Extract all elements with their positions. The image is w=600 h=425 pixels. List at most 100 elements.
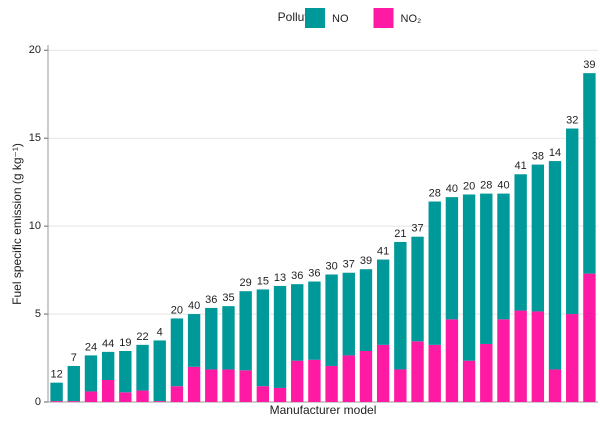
bar-label: 41 — [377, 245, 389, 257]
bar-segment — [342, 272, 355, 356]
bar-segment — [548, 369, 562, 402]
bar-segment — [359, 351, 373, 402]
bar-label: 39 — [583, 59, 595, 71]
bar-segment — [566, 128, 579, 315]
bar-label: 24 — [85, 341, 97, 353]
bar-label: 36 — [291, 270, 303, 282]
bar-segment — [497, 319, 510, 402]
bar-segment — [583, 273, 596, 402]
bar-label: 22 — [136, 331, 148, 343]
bar-segment — [342, 355, 355, 402]
bar-segment — [170, 386, 184, 402]
bar-segment — [239, 291, 252, 371]
y-tick-label: 10 — [29, 220, 41, 232]
bar-segment — [411, 341, 424, 402]
bar-label: 32 — [566, 114, 578, 126]
bar-segment — [583, 73, 596, 274]
y-axis-label: Fuel specific emission (g kg⁻¹) — [10, 143, 24, 305]
bar-segment — [531, 311, 545, 402]
bar-segment — [273, 387, 287, 402]
bar-segment — [566, 314, 579, 402]
bar-label: 15 — [257, 275, 269, 287]
bar-label: 13 — [274, 272, 286, 284]
y-tick-label: 0 — [35, 396, 41, 408]
bar-label: 38 — [532, 150, 544, 162]
bar-label: 40 — [497, 180, 509, 192]
bar-label: 29 — [240, 277, 252, 289]
bar-label: 20 — [171, 304, 183, 316]
bar-segment — [119, 351, 132, 393]
bar-segment — [531, 164, 545, 312]
bar-segment — [205, 307, 218, 370]
bar-label: 44 — [102, 338, 114, 350]
bar-segment — [101, 380, 115, 402]
bar-label: 28 — [429, 187, 441, 199]
bar-segment — [153, 340, 166, 402]
bar-segment — [119, 392, 132, 402]
bar-label: 21 — [394, 228, 406, 240]
bar-label: 39 — [360, 255, 372, 267]
y-tick-label: 20 — [29, 44, 41, 56]
legend-swatch — [373, 8, 394, 28]
bar-label: 40 — [446, 183, 458, 195]
bar-segment — [291, 284, 304, 361]
bar-segment — [514, 174, 527, 311]
x-axis-label: Manufacturer model — [270, 403, 377, 417]
bar-segment — [480, 193, 493, 344]
bar-segment — [170, 318, 184, 387]
bar-segment — [428, 344, 441, 402]
bar-segment — [84, 391, 98, 402]
bar-segment — [462, 360, 476, 402]
bar-segment — [480, 343, 493, 402]
bar-segment — [445, 319, 459, 402]
bar-segment — [153, 401, 166, 402]
bar-label: 41 — [515, 160, 527, 172]
bar-label: 19 — [119, 337, 131, 349]
bar-segment — [222, 306, 235, 370]
bar-label: 12 — [50, 369, 62, 381]
bar-segment — [376, 259, 390, 345]
bar-segment — [256, 386, 270, 402]
bar-segment — [308, 359, 321, 402]
bar-segment — [256, 289, 270, 387]
bar-segment — [205, 369, 218, 402]
bar-label: 36 — [308, 267, 320, 279]
y-tick-label: 15 — [29, 132, 41, 144]
bar-segment — [445, 197, 459, 320]
legend-swatch — [305, 8, 325, 28]
bar-segment — [514, 310, 527, 402]
bar-segment — [50, 401, 63, 402]
bar-segment — [411, 236, 424, 342]
bar-label: 36 — [205, 294, 217, 306]
bar-segment — [84, 355, 98, 392]
bar-label: 30 — [325, 260, 337, 272]
bar-segment — [359, 269, 373, 351]
y-tick-label: 5 — [35, 308, 41, 320]
bar-segment — [325, 365, 338, 402]
bar-segment — [187, 366, 201, 402]
bar-segment — [239, 370, 252, 402]
bar-segment — [136, 390, 149, 402]
bar-segment — [101, 351, 115, 381]
bar-label: 4 — [157, 326, 163, 338]
bar-label: 28 — [480, 180, 492, 192]
bar-segment — [308, 281, 321, 360]
bar-segment — [462, 194, 476, 361]
bar-label: 40 — [188, 300, 200, 312]
bar-segment — [50, 382, 63, 402]
bar-segment — [394, 369, 407, 402]
bar-label: 20 — [463, 180, 475, 192]
bar-segment — [222, 369, 235, 402]
bar-segment — [497, 193, 510, 320]
bar-segment — [136, 344, 149, 391]
bar-segment — [325, 274, 338, 366]
bar-segment — [291, 360, 304, 402]
bar-segment — [187, 314, 201, 367]
bar-segment — [273, 285, 287, 388]
bar-segment — [67, 365, 80, 402]
bar-label: 37 — [343, 259, 355, 271]
bar-segment — [428, 201, 441, 345]
bar-segment — [394, 241, 407, 370]
bar-segment — [67, 401, 80, 402]
